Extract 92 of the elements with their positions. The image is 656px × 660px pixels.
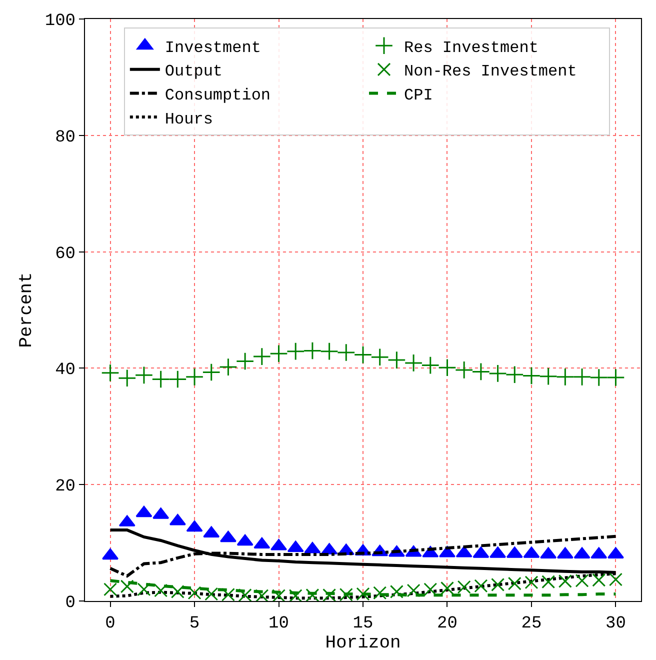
y-tick-label: 0 (65, 594, 76, 613)
y-axis-title: Percent (17, 272, 38, 348)
point (221, 588, 235, 601)
x-tick-label: 25 (521, 614, 542, 634)
x-tick-label: 30 (606, 614, 626, 634)
point (556, 368, 574, 386)
point (202, 363, 221, 382)
point (474, 579, 488, 593)
point (592, 573, 606, 587)
point (356, 587, 370, 601)
point (255, 589, 269, 601)
point (440, 581, 454, 595)
point (424, 582, 438, 596)
point (522, 366, 541, 385)
point (185, 368, 204, 386)
point (118, 368, 136, 388)
point (539, 367, 558, 386)
point (320, 342, 338, 360)
point (558, 574, 572, 588)
legend-label: CPI (404, 86, 433, 104)
y-tick-label: 80 (55, 128, 76, 148)
point (272, 589, 286, 601)
point (457, 580, 471, 594)
point (438, 358, 456, 377)
legend-label: Non-Res Investment (404, 62, 577, 81)
x-tick-label: 10 (268, 614, 289, 634)
point (304, 542, 321, 554)
point (152, 370, 170, 388)
point (508, 576, 522, 590)
point (306, 588, 320, 601)
point (101, 364, 120, 382)
point (505, 365, 524, 384)
point (270, 344, 288, 363)
point (608, 572, 622, 586)
point (404, 354, 423, 372)
y-tick-label: 60 (55, 244, 76, 264)
point (104, 582, 118, 596)
x-tick-label: 5 (189, 614, 200, 634)
point (254, 537, 270, 549)
legend-label: Investment (164, 38, 261, 57)
point (170, 584, 184, 598)
x-tick-label: 15 (352, 614, 374, 634)
point (472, 362, 490, 381)
y-tick-label: 40 (55, 361, 76, 380)
point (252, 347, 272, 366)
point (288, 589, 302, 601)
x-tick-label: 0 (105, 614, 116, 634)
point (454, 360, 474, 380)
point (238, 588, 252, 601)
point (606, 368, 625, 387)
point (120, 580, 134, 594)
point (575, 574, 589, 588)
legend-label: Res Investment (404, 38, 538, 57)
point (286, 342, 305, 360)
point (542, 575, 556, 589)
point (388, 350, 406, 370)
point (220, 530, 236, 542)
legend-label: Hours (164, 110, 213, 128)
point (186, 520, 203, 532)
point (154, 584, 168, 598)
point (287, 540, 304, 552)
point (303, 342, 322, 360)
legend-label: Consumption (164, 86, 271, 104)
x-tick-label: 20 (437, 614, 458, 634)
y-tick-label: 100 (44, 12, 76, 31)
point (219, 358, 238, 376)
point (136, 506, 152, 518)
point (390, 584, 404, 598)
point (188, 586, 202, 600)
point (488, 364, 507, 383)
point (236, 534, 254, 546)
point (590, 368, 608, 387)
point (524, 576, 538, 590)
point (322, 588, 336, 601)
point (337, 343, 356, 362)
point (406, 584, 420, 598)
point (491, 578, 505, 592)
x-axis-title: Horizon (325, 634, 401, 654)
point (354, 346, 372, 364)
point (421, 356, 440, 374)
point (236, 352, 254, 370)
point (168, 370, 187, 388)
legend-label: Output (164, 62, 223, 81)
point (204, 587, 218, 601)
point (572, 368, 592, 386)
y-tick-label: 20 (55, 478, 76, 497)
point (339, 588, 353, 601)
point (134, 366, 154, 384)
point (373, 586, 387, 600)
point (137, 582, 151, 596)
point (102, 548, 119, 560)
point (370, 348, 389, 366)
